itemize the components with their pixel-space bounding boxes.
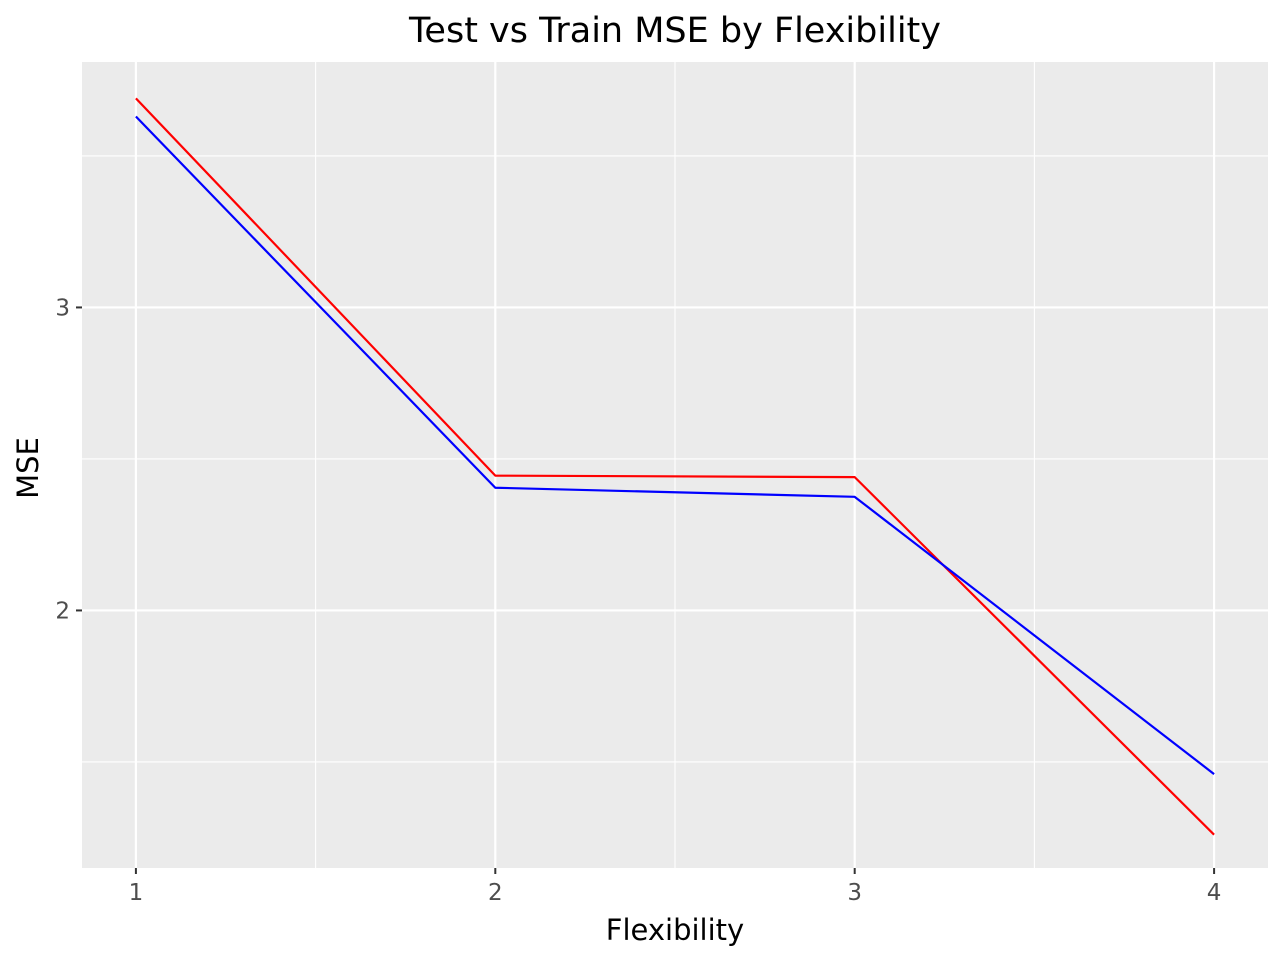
- y-axis-title: MSE: [11, 437, 45, 499]
- x-tick-label: 2: [488, 880, 503, 906]
- y-tick-label: 3: [55, 295, 70, 321]
- series-lines: [135, 97, 1215, 836]
- x-axis-title: Flexibility: [606, 913, 744, 947]
- x-tick-label: 3: [847, 880, 862, 906]
- x-axis: 1 2 3 4: [129, 868, 1222, 906]
- chart-title: Test vs Train MSE by Flexibility: [408, 11, 941, 51]
- y-axis: 23: [55, 295, 82, 624]
- major-gridlines: [82, 62, 1268, 868]
- y-tick-label: 2: [55, 598, 70, 624]
- series-line-2: [135, 115, 1215, 775]
- series-line-1: [135, 97, 1215, 836]
- minor-gridlines: [82, 62, 1268, 868]
- x-tick-label: 1: [129, 880, 144, 906]
- x-tick-label: 4: [1207, 880, 1222, 906]
